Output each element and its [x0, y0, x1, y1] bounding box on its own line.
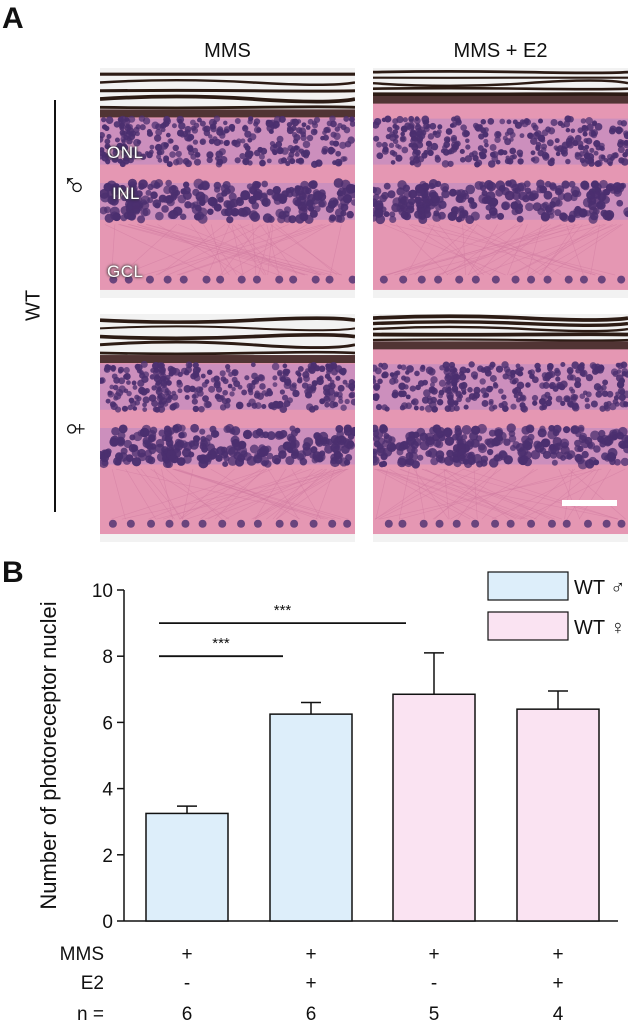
bar [392, 693, 476, 922]
scale-bar [562, 500, 617, 506]
bar [145, 812, 229, 922]
table-cell: - [184, 973, 190, 994]
legend-label: WT ♀ [574, 617, 625, 639]
micrograph-female-mms [100, 314, 355, 542]
table-row-label: MMS [60, 944, 104, 965]
table-cell: 6 [306, 1004, 317, 1025]
micrograph-female-mms-e2 [373, 314, 628, 542]
micrograph-male-mms-e2 [373, 68, 628, 298]
table-cell: + [181, 944, 192, 965]
layer-label-inl: INL [112, 184, 140, 203]
genotype-label: WT [22, 289, 45, 322]
table-cell: + [305, 973, 316, 994]
bar [269, 713, 353, 922]
y-tick-label: 2 [102, 846, 113, 867]
layer-label-gcl: GCL [107, 262, 144, 281]
significance-label: *** [212, 635, 230, 652]
layer-label-onl: ONL [107, 143, 144, 162]
male-symbol-icon: ♂ [55, 172, 94, 198]
y-tick-label: 4 [102, 780, 113, 801]
bar-chart: 0 2 4 6 8 10 Number of photoreceptor nuclei ***… [36, 571, 625, 1025]
table-cell: + [552, 944, 563, 965]
legend-swatch [487, 571, 569, 601]
table-cell: + [428, 944, 439, 965]
female-symbol-icon: ♀ [55, 416, 94, 442]
panel-a-label: A [2, 2, 24, 35]
y-tick-label: 6 [102, 713, 113, 734]
micrograph-male-mms [100, 68, 355, 298]
table-cell: + [305, 944, 316, 965]
bar [516, 708, 600, 922]
y-tick-label: 10 [92, 581, 113, 602]
table-row-label: E2 [81, 973, 104, 994]
wt-bracket-line [54, 100, 56, 512]
legend-label: WT ♂ [574, 577, 625, 599]
y-axis-label: Number of photoreceptor nuclei [36, 601, 61, 909]
table-cell: - [431, 973, 437, 994]
table-cell: 5 [429, 1004, 440, 1025]
column-title-mms-e2: MMS + E2 [453, 40, 548, 62]
y-tick-label: 8 [102, 647, 113, 668]
table-cell: + [552, 973, 563, 994]
table-cell: 4 [553, 1004, 564, 1025]
table-row-label: n = [77, 1004, 104, 1025]
legend-swatch [487, 611, 569, 641]
panel-b-label: B [2, 556, 24, 589]
significance-label: *** [274, 602, 292, 619]
column-title-mms: MMS [204, 40, 251, 62]
table-cell: 6 [182, 1004, 193, 1025]
y-tick-label: 0 [102, 912, 113, 933]
